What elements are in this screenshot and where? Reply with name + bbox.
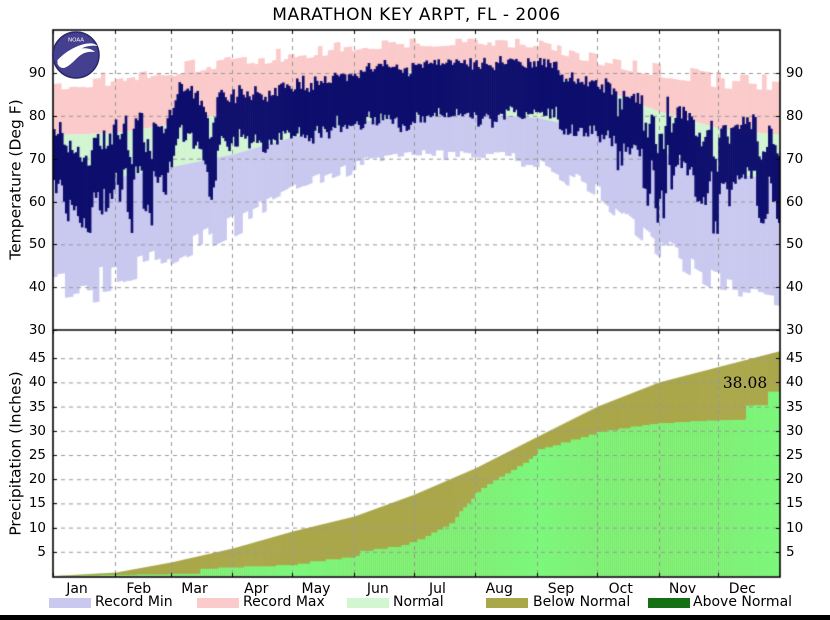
tick-label-left-50: 50	[28, 236, 46, 253]
bottom-border-bar	[0, 615, 830, 620]
legend-label-record-max: Record Max	[243, 594, 325, 610]
month-label-jan: Jan	[66, 581, 88, 597]
tick-label-right-60: 60	[786, 193, 804, 210]
tick-label-right-80: 80	[786, 107, 804, 124]
tick-label-left-40: 40	[28, 279, 46, 296]
tick-label-left-60: 60	[28, 193, 46, 210]
month-label-dec: Dec	[728, 581, 756, 597]
legend-swatch-record-max	[197, 598, 239, 608]
legend-swatch-record-min	[49, 598, 91, 608]
tick-label-right-30: 30	[786, 322, 804, 338]
tick-label-right-5: 5	[786, 543, 795, 560]
tick-label-left-90: 90	[28, 65, 46, 81]
tick-label-left-40: 40	[28, 374, 46, 391]
tick-label-right-10: 10	[786, 519, 804, 536]
page-title: MARATHON KEY ARPT, FL - 2006	[272, 5, 561, 25]
month-label-oct: Oct	[608, 581, 633, 597]
legend-swatch-normal	[347, 598, 389, 608]
month-label-apr: Apr	[244, 581, 269, 597]
month-label-mar: Mar	[181, 581, 208, 597]
tick-label-left-80: 80	[28, 107, 46, 124]
tick-label-left-70: 70	[28, 150, 46, 167]
month-label-sep: Sep	[547, 581, 575, 597]
tick-label-right-20: 20	[786, 471, 804, 488]
annual-precip-annotation: 38.08	[722, 374, 768, 392]
month-label-aug: Aug	[485, 581, 513, 597]
tick-label-left-25: 25	[28, 447, 46, 463]
tick-label-right-40: 40	[786, 374, 804, 391]
noaa-logo-text: NOAA	[68, 38, 84, 44]
tick-label-right-50: 50	[786, 236, 804, 253]
month-label-nov: Nov	[668, 581, 697, 597]
legend-label-record-min: Record Min	[95, 594, 173, 610]
legend-label-above-normal: Above Normal	[693, 594, 793, 610]
tick-label-left-5: 5	[37, 543, 46, 560]
tick-label-left-20: 20	[28, 471, 46, 488]
month-label-jun: Jun	[366, 581, 389, 597]
legend-swatch-above-normal	[648, 598, 690, 608]
tick-label-right-45: 45	[786, 350, 804, 367]
noaa-logo-icon: NOAA	[52, 31, 100, 79]
month-label-may: May	[301, 581, 331, 597]
tick-label-right-30: 30	[786, 422, 804, 439]
tick-label-left-45: 45	[28, 350, 46, 367]
tick-label-left-35: 35	[28, 398, 46, 415]
tick-label-left-30: 30	[28, 322, 46, 338]
tick-label-right-90: 90	[786, 65, 804, 81]
tick-label-right-15: 15	[786, 495, 804, 512]
tick-label-left-10: 10	[28, 519, 46, 536]
legend-swatch-below-normal	[486, 598, 528, 608]
tick-label-right-70: 70	[786, 150, 804, 167]
tick-label-right-25: 25	[786, 447, 804, 463]
tick-label-right-35: 35	[786, 398, 804, 415]
tick-label-left-15: 15	[28, 495, 46, 512]
month-label-feb: Feb	[126, 581, 152, 597]
tick-label-right-40: 40	[786, 279, 804, 296]
tick-label-left-30: 30	[28, 422, 46, 439]
legend-label-below-normal: Below Normal	[533, 594, 631, 610]
month-label-jul: Jul	[429, 581, 446, 597]
legend-label-normal: Normal	[393, 594, 444, 610]
